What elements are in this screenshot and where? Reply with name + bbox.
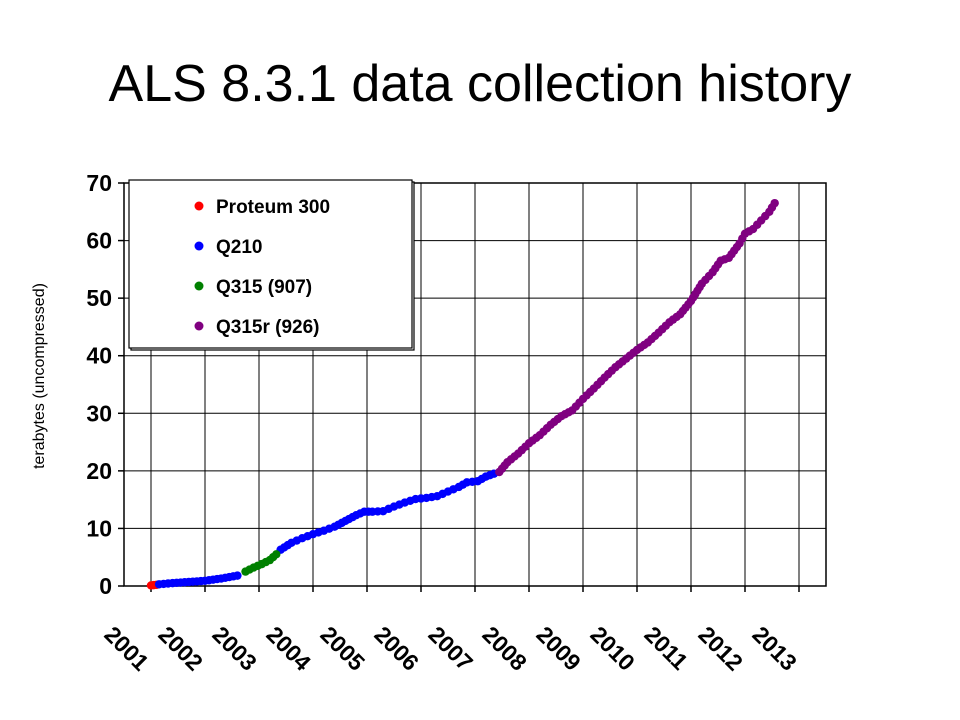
x-axis-ticks: 2001 2002 2003 2004 2005 2006 2007 2008 2009 2010…	[99, 586, 802, 676]
y-tick-label: 20	[86, 458, 112, 484]
y-tick-label: 40	[86, 343, 112, 369]
legend-marker	[194, 201, 204, 211]
x-tick-label: 2003	[207, 621, 262, 676]
y-tick-label: 50	[86, 285, 112, 311]
legend-label: Q315r (926)	[216, 317, 320, 338]
x-tick-label: 2004	[261, 621, 316, 676]
legend-marker	[194, 321, 204, 331]
legend-label: Q210	[216, 237, 262, 258]
legend-box-inner	[128, 179, 413, 349]
x-tick-label: 2005	[315, 621, 370, 676]
y-tick-label: 30	[86, 400, 112, 426]
x-tick-label: 2011	[639, 621, 693, 675]
legend-label: Proteum 300	[216, 197, 330, 218]
y-tick-label: 0	[99, 573, 112, 599]
data-point	[770, 198, 779, 208]
x-tick-label: 2002	[153, 621, 208, 676]
data-point	[272, 550, 281, 559]
y-tick-label: 10	[86, 515, 112, 541]
y-tick-label: 60	[86, 228, 112, 254]
y-tick-label: 70	[86, 170, 112, 196]
x-tick-label: 2013	[747, 621, 802, 676]
data-point	[233, 571, 242, 580]
y-axis-ticks: 0 10 20 30 40 50 60 70	[86, 170, 124, 599]
legend-marker	[194, 281, 204, 291]
x-tick-label: 2008	[477, 621, 532, 676]
series-q315-907-	[241, 550, 281, 576]
legend-marker	[194, 241, 204, 251]
y-axis-label: terabytes (uncompressed)	[31, 283, 48, 469]
x-tick-label: 2010	[585, 621, 640, 676]
x-tick-label: 2006	[369, 621, 424, 676]
legend: Proteum 300 Q210 Q315 (907) Q315r (926)	[128, 179, 415, 351]
x-tick-label: 2001	[99, 621, 154, 676]
chart-title: ALS 8.3.1 data collection history	[108, 55, 852, 113]
x-tick-label: 2012	[693, 621, 748, 676]
x-tick-label: 2009	[531, 621, 586, 676]
series-q210	[154, 469, 499, 589]
series-q315r-926-	[495, 198, 779, 477]
series-layer	[146, 198, 779, 590]
legend-label: Q315 (907)	[216, 277, 312, 298]
x-tick-label: 2007	[423, 621, 478, 676]
